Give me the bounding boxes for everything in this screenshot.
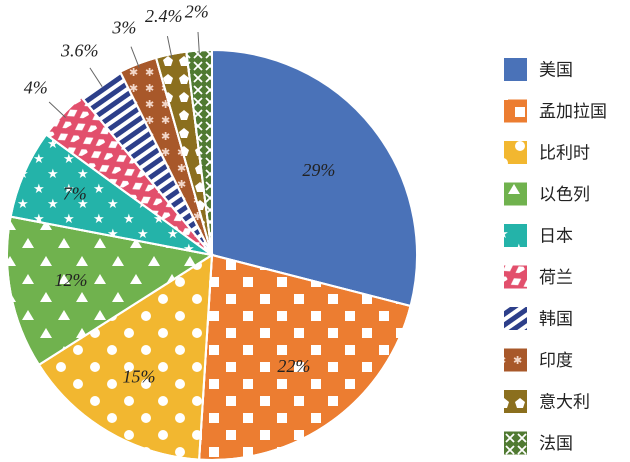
leader-line [197, 31, 200, 55]
legend-item: 法国 [504, 431, 573, 455]
slice-3 [37, 253, 214, 461]
slice-2 [198, 253, 412, 462]
legend-label: 荷兰 [539, 268, 573, 288]
data-label: 4% [24, 78, 48, 98]
leader-line [130, 46, 140, 68]
legend-label: 法国 [539, 434, 573, 454]
legend-item: 印度 [504, 348, 573, 372]
legend-item: 日本 [504, 224, 573, 247]
legend-item: 比利时 [504, 141, 590, 164]
legend-item: 美国 [504, 58, 573, 81]
legend-label: 日本 [539, 227, 573, 247]
legend-label: 美国 [539, 61, 573, 81]
legend-label: 以色列 [539, 185, 590, 205]
data-label: 2.4% [145, 6, 183, 26]
legend-label: 孟加拉国 [539, 102, 607, 122]
legend-item: 孟加拉国 [504, 99, 607, 123]
legend-item: 韩国 [504, 307, 573, 330]
slice-4 [6, 215, 215, 367]
slice-1 [211, 48, 418, 308]
data-label: 15% [123, 367, 156, 387]
legend-label: 印度 [539, 351, 573, 371]
data-label: 3% [111, 18, 136, 38]
data-label: 2% [185, 2, 209, 22]
leader-line [89, 67, 103, 87]
legend-swatch [504, 58, 527, 81]
legend-item: 荷兰 [504, 265, 573, 289]
data-label: 3.6% [60, 41, 99, 61]
data-label: 29% [302, 160, 335, 180]
leader-line [166, 35, 173, 59]
legend-item: 以色列 [504, 182, 590, 206]
legend-label: 比利时 [539, 144, 590, 164]
slice-5 [9, 133, 213, 256]
data-label: 7% [63, 184, 87, 204]
leader-line [48, 101, 66, 118]
legend-label: 意大利 [539, 393, 590, 413]
data-label: 12% [55, 270, 88, 290]
legend-label: 韩国 [539, 310, 573, 330]
legend-item: 意大利 [504, 390, 590, 413]
data-label: 22% [277, 356, 310, 376]
